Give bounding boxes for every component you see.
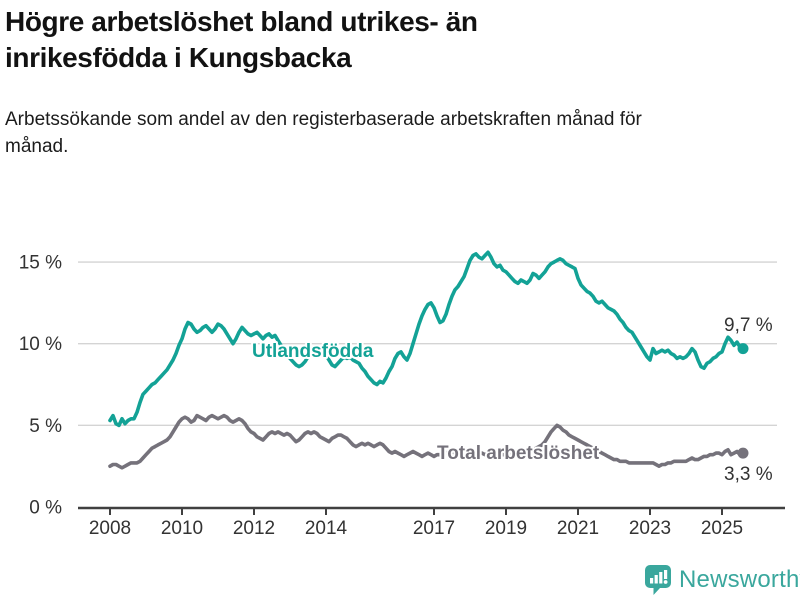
x-tick-label: 2021	[557, 518, 599, 539]
series-line-total	[108, 413, 745, 470]
series-end-dot-total	[737, 447, 749, 459]
chart-title: Högre arbetslöshet bland utrikes- än inr…	[5, 6, 478, 73]
newsworthy-logo: Newsworthy	[644, 564, 800, 596]
series-end-dot-utlandsfodda	[737, 343, 749, 355]
y-tick-label: 10 %	[19, 334, 62, 355]
x-tick-label: 2019	[485, 518, 527, 539]
chart-subtitle: Arbetssökande som andel av den registerb…	[5, 108, 642, 158]
end-value-label-total: 3,3 %	[724, 464, 773, 485]
x-tick-label: 2023	[629, 518, 671, 539]
x-tick-label: 2014	[305, 518, 348, 539]
series-label-total: Total arbetslöshet	[437, 443, 600, 464]
bar-chart-speech-bubble-icon	[645, 565, 671, 595]
y-tick-label: 5 %	[29, 416, 62, 437]
series-line-utlandsfodda	[108, 250, 745, 428]
x-tick-label: 2008	[89, 518, 131, 539]
x-tick-label: 2017	[413, 518, 455, 539]
y-tick-label: 0 %	[29, 498, 62, 519]
x-tick-label: 2012	[233, 518, 275, 539]
gridlines	[78, 261, 777, 427]
end-value-label-utlandsfodda: 9,7 %	[724, 315, 773, 336]
axis-tick-labels: 0 % 5 % 10 % 15 % 2008 2010 2012 2014 2017 2019 20…	[19, 253, 743, 539]
logo-text: Newsworthy	[679, 566, 800, 593]
x-tick-label: 2025	[701, 518, 743, 539]
series-label-utlandsfodda: Utlandsfödda	[252, 341, 374, 362]
y-tick-label: 15 %	[19, 253, 62, 274]
x-axis	[78, 506, 785, 515]
chart-header: Högre arbetslöshet bland utrikes- än inr…	[5, 4, 785, 161]
x-tick-label: 2010	[161, 518, 203, 539]
